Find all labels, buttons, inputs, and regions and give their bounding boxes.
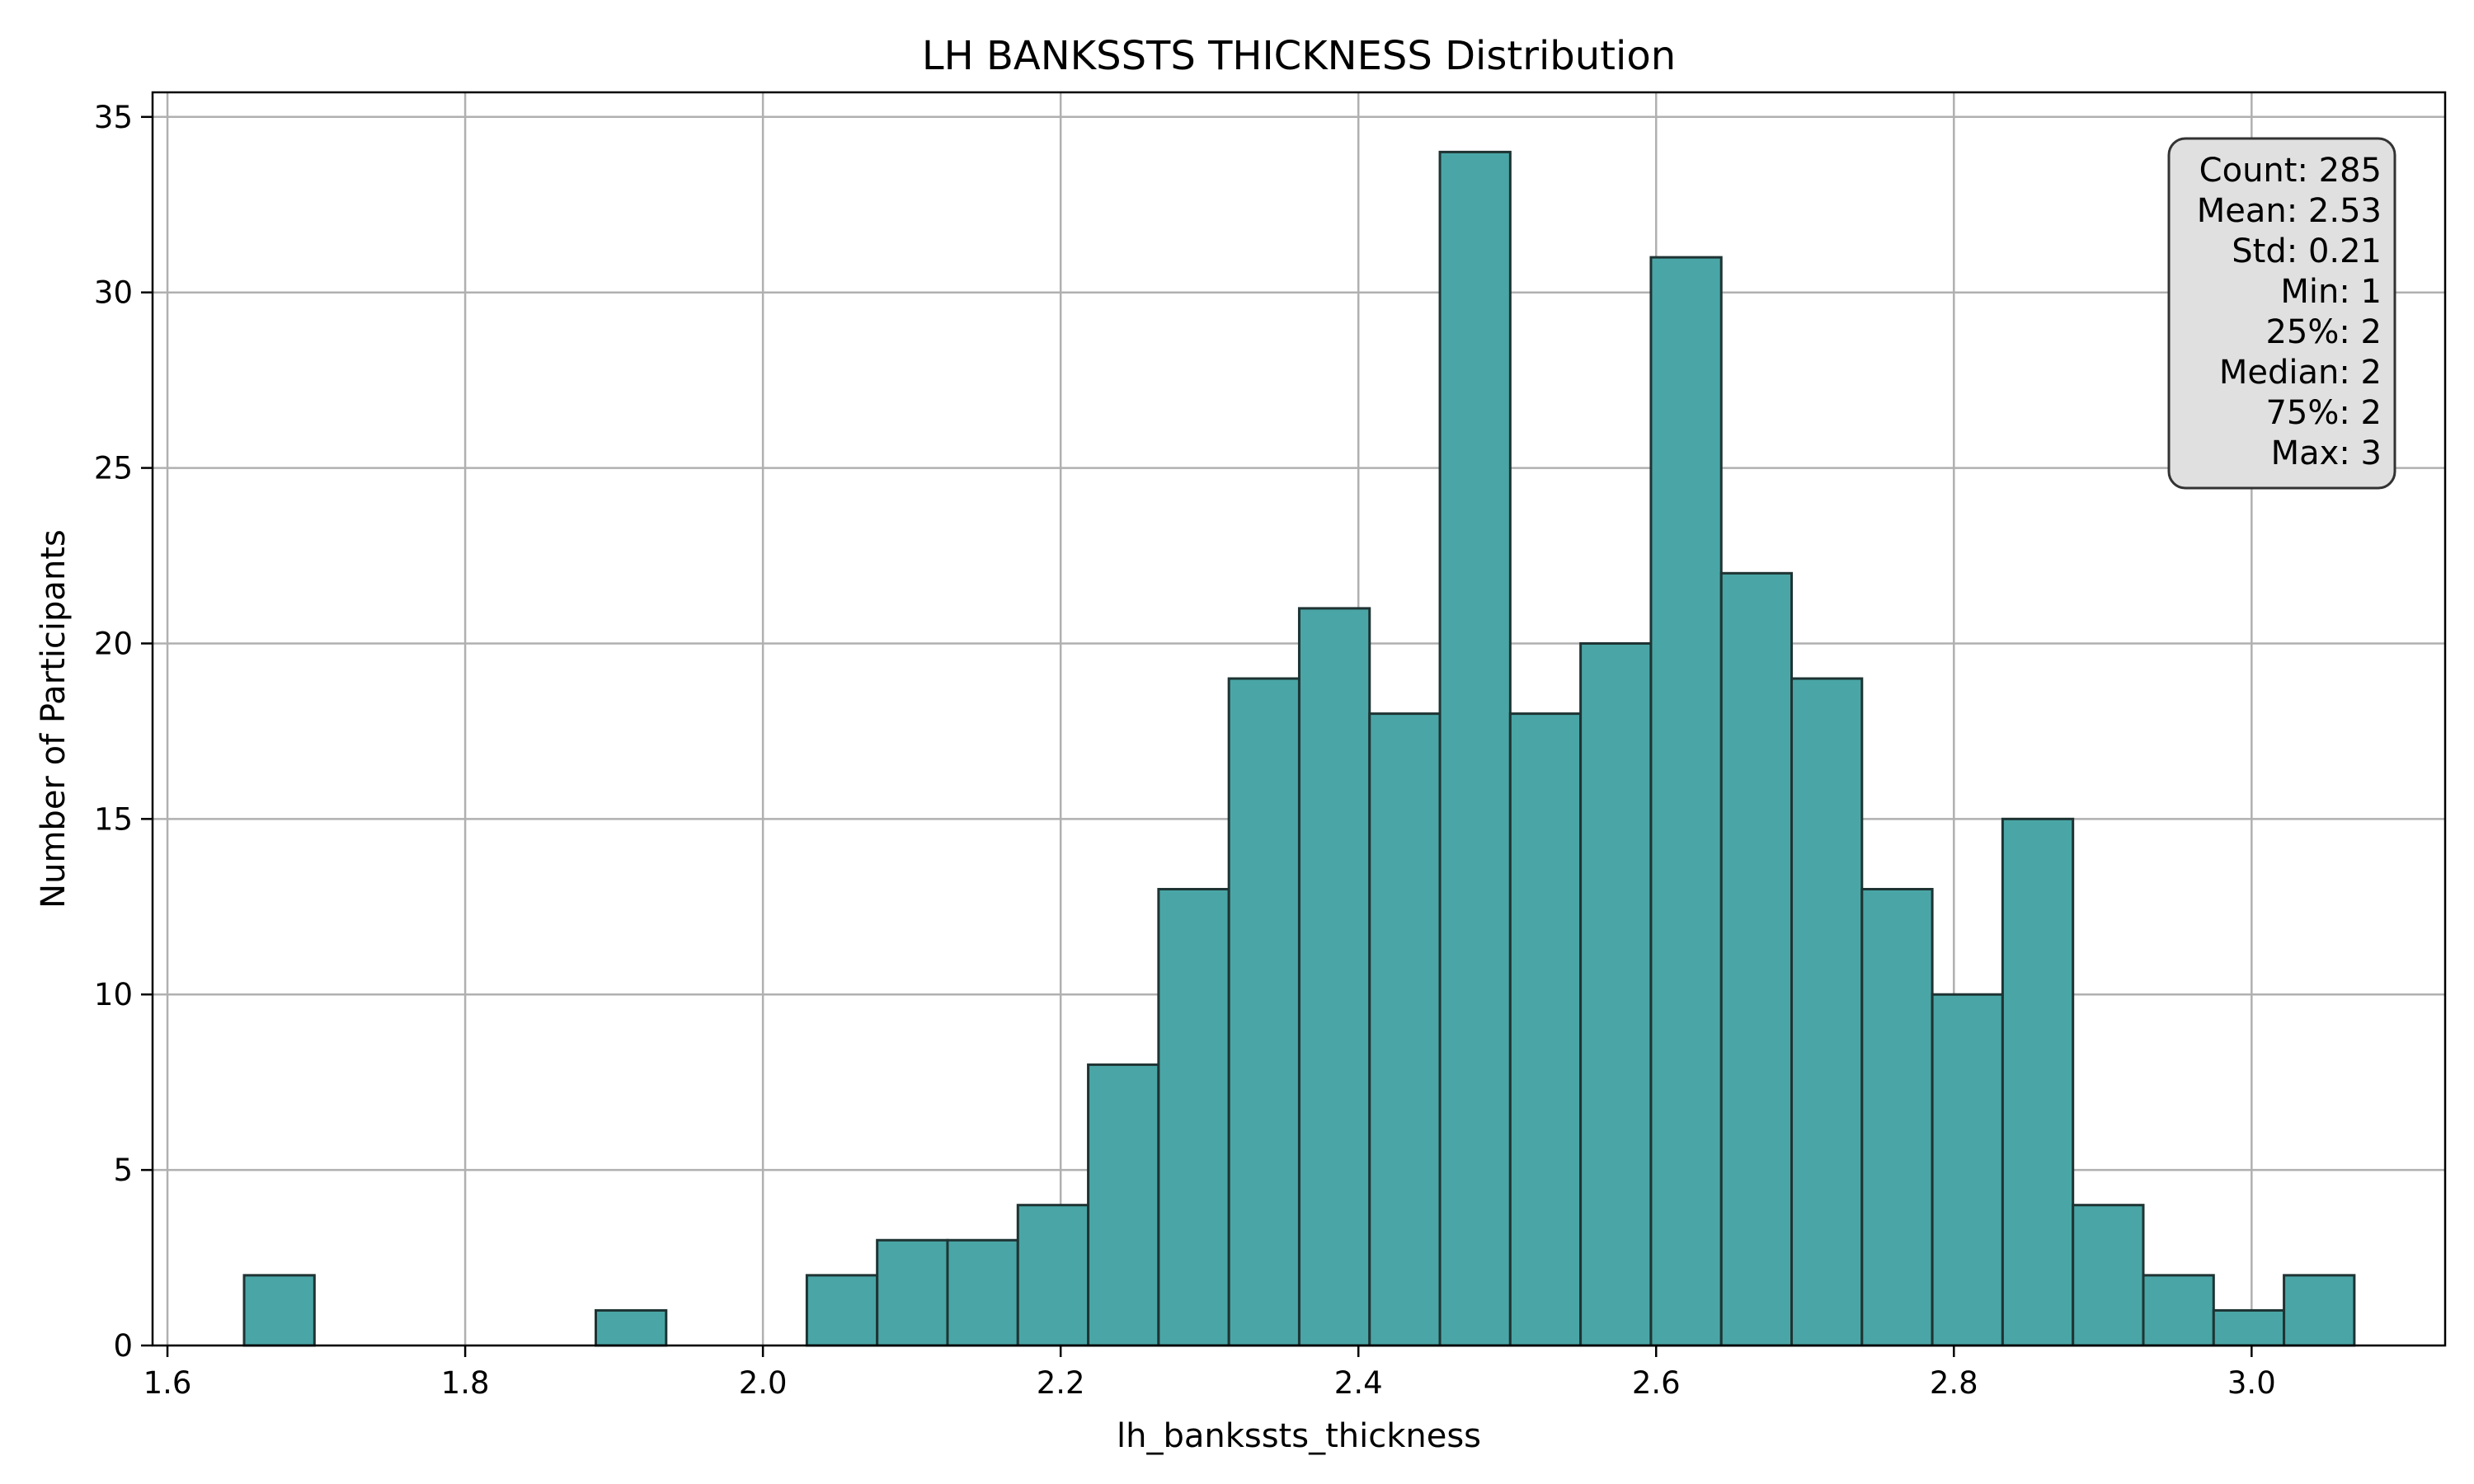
- histogram-bar: [1790, 677, 1864, 1347]
- histogram-bar: [1227, 677, 1300, 1347]
- stats-line: Std: 0.21: [2232, 232, 2382, 270]
- histogram-bar: [2283, 1274, 2356, 1347]
- x-axis-ticks: 1.6 1.8 2.0 2.2 2.4 2.6 2.8 3.0: [143, 1345, 2276, 1401]
- x-tick-label: 1.8: [441, 1365, 490, 1401]
- y-axis-label: Number of Participants: [35, 529, 73, 909]
- y-tick-label: 15: [94, 801, 133, 837]
- x-tick-label: 2.4: [1334, 1365, 1383, 1401]
- y-tick-label: 0: [113, 1328, 133, 1364]
- histogram-bar: [1438, 150, 1512, 1347]
- chart-title: LH BANKSSTS THICKNESS Distribution: [922, 33, 1676, 79]
- stats-line: 75%: 2: [2265, 394, 2382, 432]
- stats-line: Count: 285: [2199, 152, 2382, 190]
- x-tick-label: 2.8: [1930, 1365, 1978, 1401]
- histogram-bar: [946, 1238, 1019, 1347]
- histogram-bar: [2212, 1308, 2286, 1347]
- y-tick-label: 20: [94, 626, 133, 661]
- histogram-bar: [2142, 1274, 2215, 1347]
- histogram-bar: [1860, 887, 1934, 1347]
- y-tick-label: 25: [94, 451, 133, 486]
- histogram-bar: [2072, 1204, 2145, 1347]
- histogram-bar: [805, 1274, 879, 1347]
- histogram-bar: [1719, 571, 1794, 1347]
- stats-line: Min: 1: [2280, 273, 2382, 311]
- x-tick-label: 1.6: [143, 1365, 192, 1401]
- histogram-bar: [1297, 607, 1371, 1347]
- stats-line: Median: 2: [2219, 354, 2382, 392]
- y-tick-label: 5: [113, 1153, 133, 1188]
- histogram-bar: [1087, 1063, 1160, 1347]
- histogram-bar: [1157, 887, 1230, 1347]
- histogram-bar: [2001, 817, 2075, 1347]
- histogram-bar: [1508, 712, 1583, 1347]
- histogram-bar: [1016, 1204, 1090, 1347]
- stats-line: 25%: 2: [2265, 313, 2382, 351]
- histogram-bar: [594, 1308, 668, 1347]
- stats-box-background: [2167, 137, 2396, 490]
- plot-frame: [151, 91, 2447, 1347]
- y-tick-label: 10: [94, 977, 133, 1012]
- y-tick-label: 35: [94, 100, 133, 135]
- stats-line: Max: 3: [2271, 434, 2382, 472]
- histogram-bar: [1579, 641, 1653, 1347]
- histogram-bar: [1368, 712, 1442, 1347]
- x-tick-label: 2.0: [739, 1365, 788, 1401]
- histogram-bar: [1649, 256, 1723, 1347]
- x-tick-label: 2.6: [1632, 1365, 1681, 1401]
- histogram-bar: [876, 1238, 949, 1347]
- x-tick-label: 3.0: [2227, 1365, 2276, 1401]
- x-tick-label: 2.2: [1037, 1365, 1085, 1401]
- histogram-bar: [242, 1274, 316, 1347]
- y-tick-label: 30: [94, 275, 133, 311]
- stats-line: Mean: 2.53: [2197, 192, 2382, 230]
- y-axis-ticks: 0 5 10 15 20 25 30 35: [94, 100, 153, 1364]
- histogram-bar: [1931, 993, 2004, 1347]
- x-axis-label: lh_bankssts_thickness: [1117, 1417, 1481, 1455]
- bars: [242, 150, 2356, 1347]
